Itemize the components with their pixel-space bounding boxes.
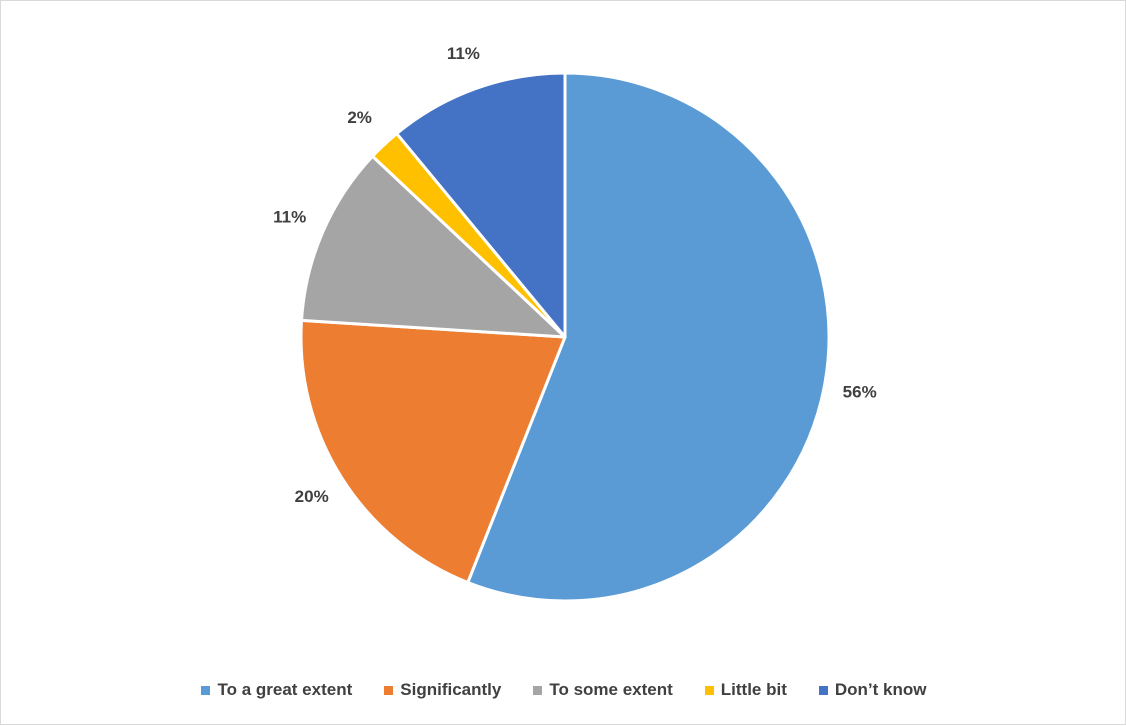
- legend-swatch-4: [818, 685, 828, 695]
- legend-item-0: To a great extent: [201, 680, 352, 700]
- legend-swatch-0: [201, 685, 211, 695]
- pie-slice-1: [299, 318, 567, 584]
- pie-data-labels: 56% 20% 11% 2% 11%: [273, 44, 877, 506]
- pie-slice-4: [395, 71, 567, 339]
- pie-data-label-1: 20%: [295, 487, 329, 506]
- pie-slice-0: [466, 71, 831, 603]
- legend-item-1: Significantly: [384, 680, 501, 700]
- pie-data-label-2: 11%: [273, 207, 306, 226]
- legend-label-1: Significantly: [400, 680, 502, 699]
- legend: To a great extent Significantly To some …: [1, 677, 1126, 703]
- legend-item-3: Little bit: [704, 680, 787, 700]
- legend-label-4: Don’t know: [834, 680, 927, 699]
- pie-data-label-3: 2%: [347, 108, 372, 127]
- legend-swatch-1: [384, 685, 394, 695]
- legend-swatch-2: [533, 685, 543, 695]
- pie-slice-2: [300, 154, 567, 339]
- legend-item-4: Don’t know: [818, 680, 927, 700]
- pie-data-label-0: 56%: [843, 383, 877, 402]
- legend-label-2: To some extent: [549, 680, 673, 699]
- legend-swatch-3: [704, 685, 714, 695]
- legend-label-0: To a great extent: [217, 680, 353, 699]
- pie-data-label-4: 11%: [447, 44, 480, 63]
- legend-label-3: Little bit: [720, 680, 787, 699]
- pie-slices: [299, 71, 831, 603]
- legend-item-2: To some extent: [533, 680, 673, 700]
